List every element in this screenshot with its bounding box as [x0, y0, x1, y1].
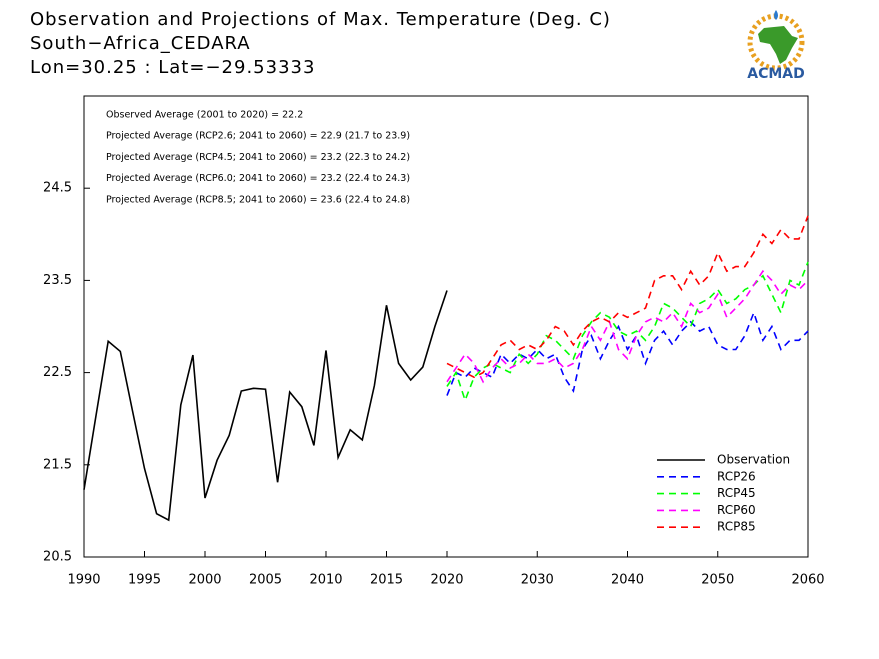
x-tick-label: 2000 [188, 573, 221, 588]
x-tick-label: 2015 [370, 573, 403, 588]
legend-label: RCP85 [717, 520, 756, 534]
x-tick-label: 2020 [430, 573, 463, 588]
logo: ACMAD [747, 10, 805, 82]
plot-frame [83, 95, 809, 558]
y-tick-label: 22.5 [43, 365, 72, 380]
y-tick-label: 21.5 [43, 457, 72, 472]
logo-text: ACMAD [747, 66, 805, 82]
x-tick-label: 2040 [611, 573, 644, 588]
legend-label: Observation [717, 453, 790, 467]
series-line [446, 215, 809, 379]
chart-title: Observation and Projections of Max. Temp… [30, 9, 611, 30]
annotation: Projected Average (RCP2.6; 2041 to 2060)… [106, 131, 410, 142]
x-tick-label: 2060 [791, 573, 824, 588]
annotation: Projected Average (RCP6.0; 2041 to 2060)… [106, 173, 410, 184]
annotation: Observed Average (2001 to 2020) = 22.2 [106, 110, 303, 121]
x-tick-label: 2010 [309, 573, 342, 588]
series-line [446, 261, 809, 403]
chart-subtitle: South−Africa_CEDARA [30, 33, 251, 54]
annotation: Projected Average (RCP8.5; 2041 to 2060)… [106, 194, 410, 205]
legend-label: RCP26 [717, 469, 756, 483]
series-line [446, 269, 809, 384]
x-tick-label: 1990 [67, 573, 100, 588]
x-tick-label: 2050 [701, 573, 734, 588]
logo-drop [774, 10, 778, 20]
logo-africa [758, 26, 798, 64]
x-tick-label: 2005 [249, 573, 282, 588]
series-line [446, 310, 809, 396]
chart-location: Lon=30.25 : Lat=−29.53333 [30, 57, 315, 78]
legend-label: RCP60 [717, 503, 756, 517]
legend-label: RCP45 [717, 486, 756, 500]
x-tick-label: 1995 [128, 573, 161, 588]
y-tick-label: 24.5 [43, 181, 72, 196]
annotation: Projected Average (RCP4.5; 2041 to 2060)… [106, 152, 410, 163]
y-tick-label: 23.5 [43, 273, 72, 288]
y-tick-label: 20.5 [43, 550, 72, 565]
series-line [83, 290, 448, 522]
x-tick-label: 2030 [521, 573, 554, 588]
